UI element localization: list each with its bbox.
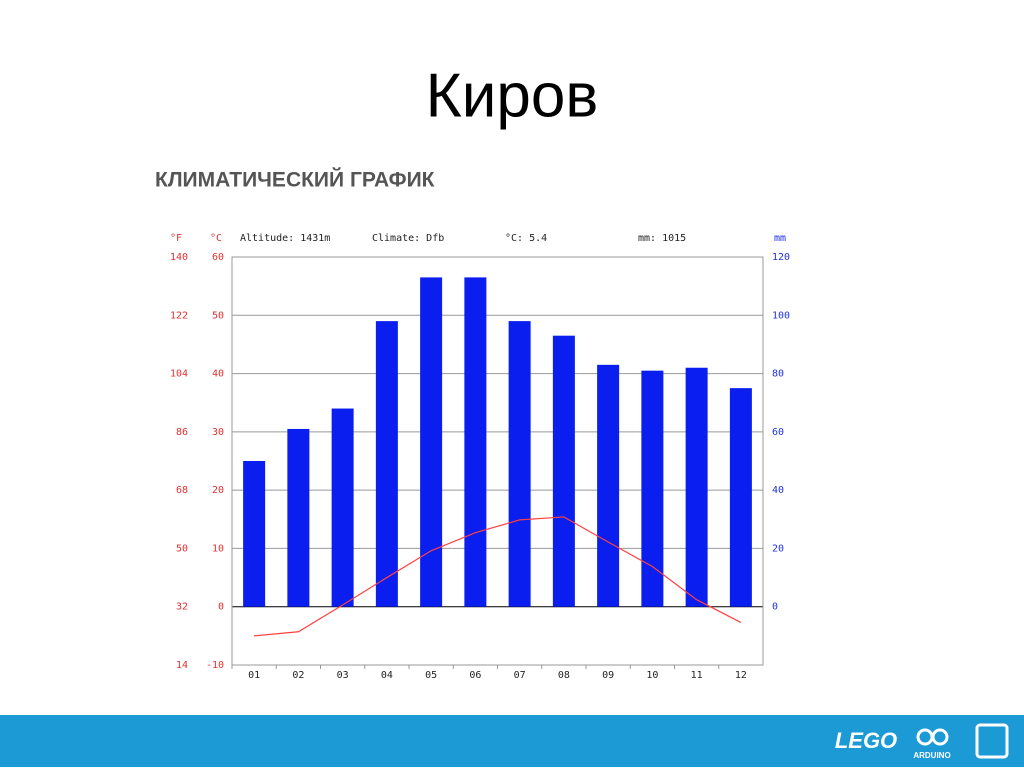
x-tick-label: 01 <box>248 670 260 681</box>
bar <box>729 388 752 607</box>
x-tick-label: 11 <box>691 670 703 681</box>
mm-tick-label: 120 <box>772 252 790 263</box>
y-tick-label: 10 <box>212 543 224 554</box>
bar <box>375 321 398 607</box>
x-tick-label: 05 <box>425 670 437 681</box>
annotation: °C: 5.4 <box>505 233 547 244</box>
f-tick-label: 122 <box>170 310 188 321</box>
f-tick-label: 50 <box>176 543 188 554</box>
f-tick-label: 86 <box>176 427 188 438</box>
bar <box>641 370 664 607</box>
temp-line <box>254 516 742 637</box>
f-tick-label: 104 <box>170 369 188 380</box>
mm-tick-label: 80 <box>772 369 784 380</box>
mm-tick-label: 60 <box>772 427 784 438</box>
chart-title: КЛИМАТИЧЕСКИЙ ГРАФИК <box>155 168 435 192</box>
bar <box>420 277 443 607</box>
x-tick-label: 10 <box>646 670 658 681</box>
logo: LEGO <box>835 728 897 753</box>
f-axis-label: °F <box>170 233 182 244</box>
annotation: Climate: Dfb <box>372 233 444 244</box>
logo-icon <box>931 728 949 746</box>
f-tick-label: 14 <box>176 660 188 671</box>
bar <box>508 321 531 607</box>
bar <box>243 461 266 607</box>
f-tick-label: 32 <box>176 602 188 613</box>
y-tick-label: 0 <box>218 602 224 613</box>
logo-icon <box>975 723 1009 759</box>
logo: ARDUINO <box>913 751 950 760</box>
mm-tick-label: 0 <box>772 602 778 613</box>
bar <box>287 428 310 607</box>
footer-bar <box>0 715 1024 767</box>
y-tick-label: -10 <box>206 660 224 671</box>
x-tick-label: 06 <box>469 670 481 681</box>
x-tick-label: 04 <box>381 670 393 681</box>
bar <box>331 408 354 607</box>
mm-tick-label: 40 <box>772 485 784 496</box>
annotation: mm: 1015 <box>638 233 686 244</box>
c-axis-label: °C <box>210 233 222 244</box>
mm-axis-label: mm <box>774 233 786 244</box>
f-tick-label: 140 <box>170 252 188 263</box>
bar <box>552 335 575 607</box>
x-tick-label: 07 <box>514 670 526 681</box>
f-tick-label: 68 <box>176 485 188 496</box>
x-tick-label: 03 <box>337 670 349 681</box>
slide-title: Киров <box>426 61 599 130</box>
bar <box>597 364 620 607</box>
mm-tick-label: 100 <box>772 310 790 321</box>
y-tick-label: 50 <box>212 310 224 321</box>
y-tick-label: 30 <box>212 427 224 438</box>
x-tick-label: 12 <box>735 670 747 681</box>
x-tick-label: 02 <box>292 670 304 681</box>
bar <box>464 277 487 607</box>
mm-tick-label: 20 <box>772 543 784 554</box>
x-tick-label: 09 <box>602 670 614 681</box>
plot-frame <box>231 256 764 666</box>
bar <box>685 367 708 607</box>
y-tick-label: 60 <box>212 252 224 263</box>
x-tick-label: 08 <box>558 670 570 681</box>
y-tick-label: 20 <box>212 485 224 496</box>
y-tick-label: 40 <box>212 369 224 380</box>
annotation: Altitude: 1431m <box>240 233 330 244</box>
